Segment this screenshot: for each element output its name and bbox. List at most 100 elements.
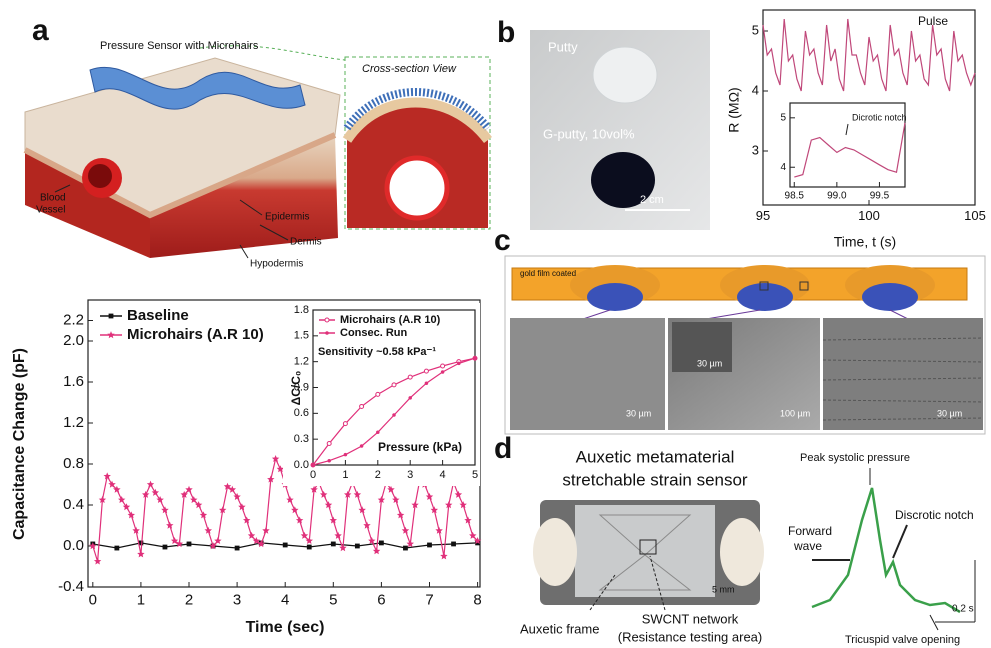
legend-label: Microhairs (A.R 10) — [340, 314, 441, 326]
label: wave — [793, 539, 822, 553]
illustration-shape — [587, 283, 643, 311]
label: Putty — [548, 39, 578, 54]
label: Cross-section View — [362, 63, 457, 75]
label: stretchable strain sensor — [562, 470, 748, 489]
data-point — [408, 375, 412, 379]
y-tick-label: 3 — [752, 142, 759, 157]
data-point — [441, 370, 445, 374]
data-point — [355, 544, 360, 549]
label: Peak systolic pressure — [800, 452, 910, 464]
x-axis-label: Pressure (kPa) — [378, 440, 462, 454]
x-tick-label: 5 — [472, 469, 478, 481]
label: 0.2 s — [952, 604, 974, 615]
x-tick-label: 8 — [473, 591, 481, 608]
y-axis-label: ΔC/C₀ — [289, 371, 303, 406]
illustration-shape — [862, 283, 918, 311]
label: G-putty, 10vol% — [543, 126, 635, 141]
data-point — [283, 543, 288, 548]
y-tick-label: 5 — [752, 22, 759, 37]
figure: a b c d Pressure Sensor with Microhairs … — [0, 0, 991, 648]
label: Epidermis — [265, 212, 309, 223]
x-tick-label: 3 — [233, 591, 241, 608]
label: d — [494, 432, 512, 465]
illustration-shape — [593, 47, 657, 103]
data-point — [441, 364, 445, 368]
label: Hypodermis — [250, 259, 303, 270]
illustration-shape — [88, 164, 112, 188]
y-tick-label: 1.8 — [294, 304, 309, 316]
data-point — [403, 546, 408, 551]
data-point — [424, 369, 428, 373]
y-tick-label: 1.2 — [63, 414, 84, 431]
x-tick-label: 0 — [310, 469, 316, 481]
illustration-shape — [893, 525, 907, 558]
data-point — [331, 542, 336, 547]
label: a — [32, 14, 49, 47]
label: SWCNT network — [642, 611, 739, 626]
y-tick-label: 2.0 — [63, 332, 84, 349]
data-point — [473, 356, 477, 360]
label: Auxetic metamaterial — [576, 447, 735, 466]
illustration-shape — [533, 518, 577, 586]
data-point — [427, 543, 432, 548]
x-axis-label: Time (sec) — [246, 619, 325, 636]
data-point — [392, 413, 396, 417]
data-point — [457, 362, 461, 366]
data-point — [311, 463, 315, 467]
label: 2 cm — [640, 194, 664, 206]
legend-marker — [325, 318, 329, 322]
data-point — [379, 541, 384, 546]
data-point — [163, 545, 168, 550]
x-tick-label: 95 — [756, 208, 770, 223]
y-axis-label: R (MΩ) — [726, 87, 742, 132]
data-point — [425, 381, 429, 385]
x-tick-label: 4 — [281, 591, 289, 608]
x-tick-label: 99.0 — [827, 191, 847, 202]
x-tick-label: 3 — [407, 469, 413, 481]
data-point — [451, 542, 456, 547]
legend-marker — [109, 314, 114, 319]
x-tick-label: 4 — [440, 469, 446, 481]
illustration-shape — [812, 488, 960, 612]
y-tick-label: 0.0 — [63, 537, 84, 554]
data-point — [392, 383, 396, 387]
y-tick-label: 1.6 — [63, 373, 84, 390]
y-tick-label: -0.4 — [58, 578, 84, 595]
y-tick-label: 0.8 — [63, 455, 84, 472]
label: 100 µm — [780, 408, 810, 418]
data-point — [327, 459, 331, 463]
label: Forward — [788, 524, 832, 538]
x-tick-label: 1 — [137, 591, 145, 608]
x-tick-label: 0 — [89, 591, 97, 608]
annotation: Sensitivity ~0.58 kPa⁻¹ — [318, 346, 436, 358]
illustration-shape — [575, 505, 715, 597]
label: Blood — [40, 193, 66, 204]
illustration-shape — [720, 518, 764, 586]
label: 5 mm — [712, 584, 735, 594]
data-point — [408, 396, 412, 400]
y-tick-label: 0.3 — [294, 433, 309, 445]
x-tick-label: 2 — [185, 591, 193, 608]
label: c — [494, 224, 511, 257]
label: Vessel — [36, 205, 65, 216]
y-tick-label: 0.0 — [294, 459, 309, 471]
data-point — [376, 431, 380, 435]
y-tick-label: 5 — [780, 112, 786, 123]
x-tick-label: 1 — [342, 469, 348, 481]
x-tick-label: 99.5 — [870, 191, 890, 202]
label: Pressure Sensor with Microhairs — [100, 40, 259, 52]
x-axis-label: Time, t (s) — [834, 234, 896, 250]
data-point — [343, 422, 347, 426]
legend-label: Consec. Run — [340, 327, 408, 339]
data-point — [360, 444, 364, 448]
legend-label: Baseline — [127, 307, 189, 324]
label: 30 µm — [937, 408, 962, 418]
y-tick-label: 2.2 — [63, 311, 84, 328]
illustration-shape — [737, 283, 793, 311]
y-tick-label: 1.5 — [294, 330, 309, 342]
label: Tricuspid valve opening — [845, 634, 960, 646]
label: (Resistance testing area) — [618, 629, 763, 644]
x-tick-label: 2 — [375, 469, 381, 481]
label: Dermis — [290, 237, 322, 248]
data-point — [114, 546, 119, 551]
